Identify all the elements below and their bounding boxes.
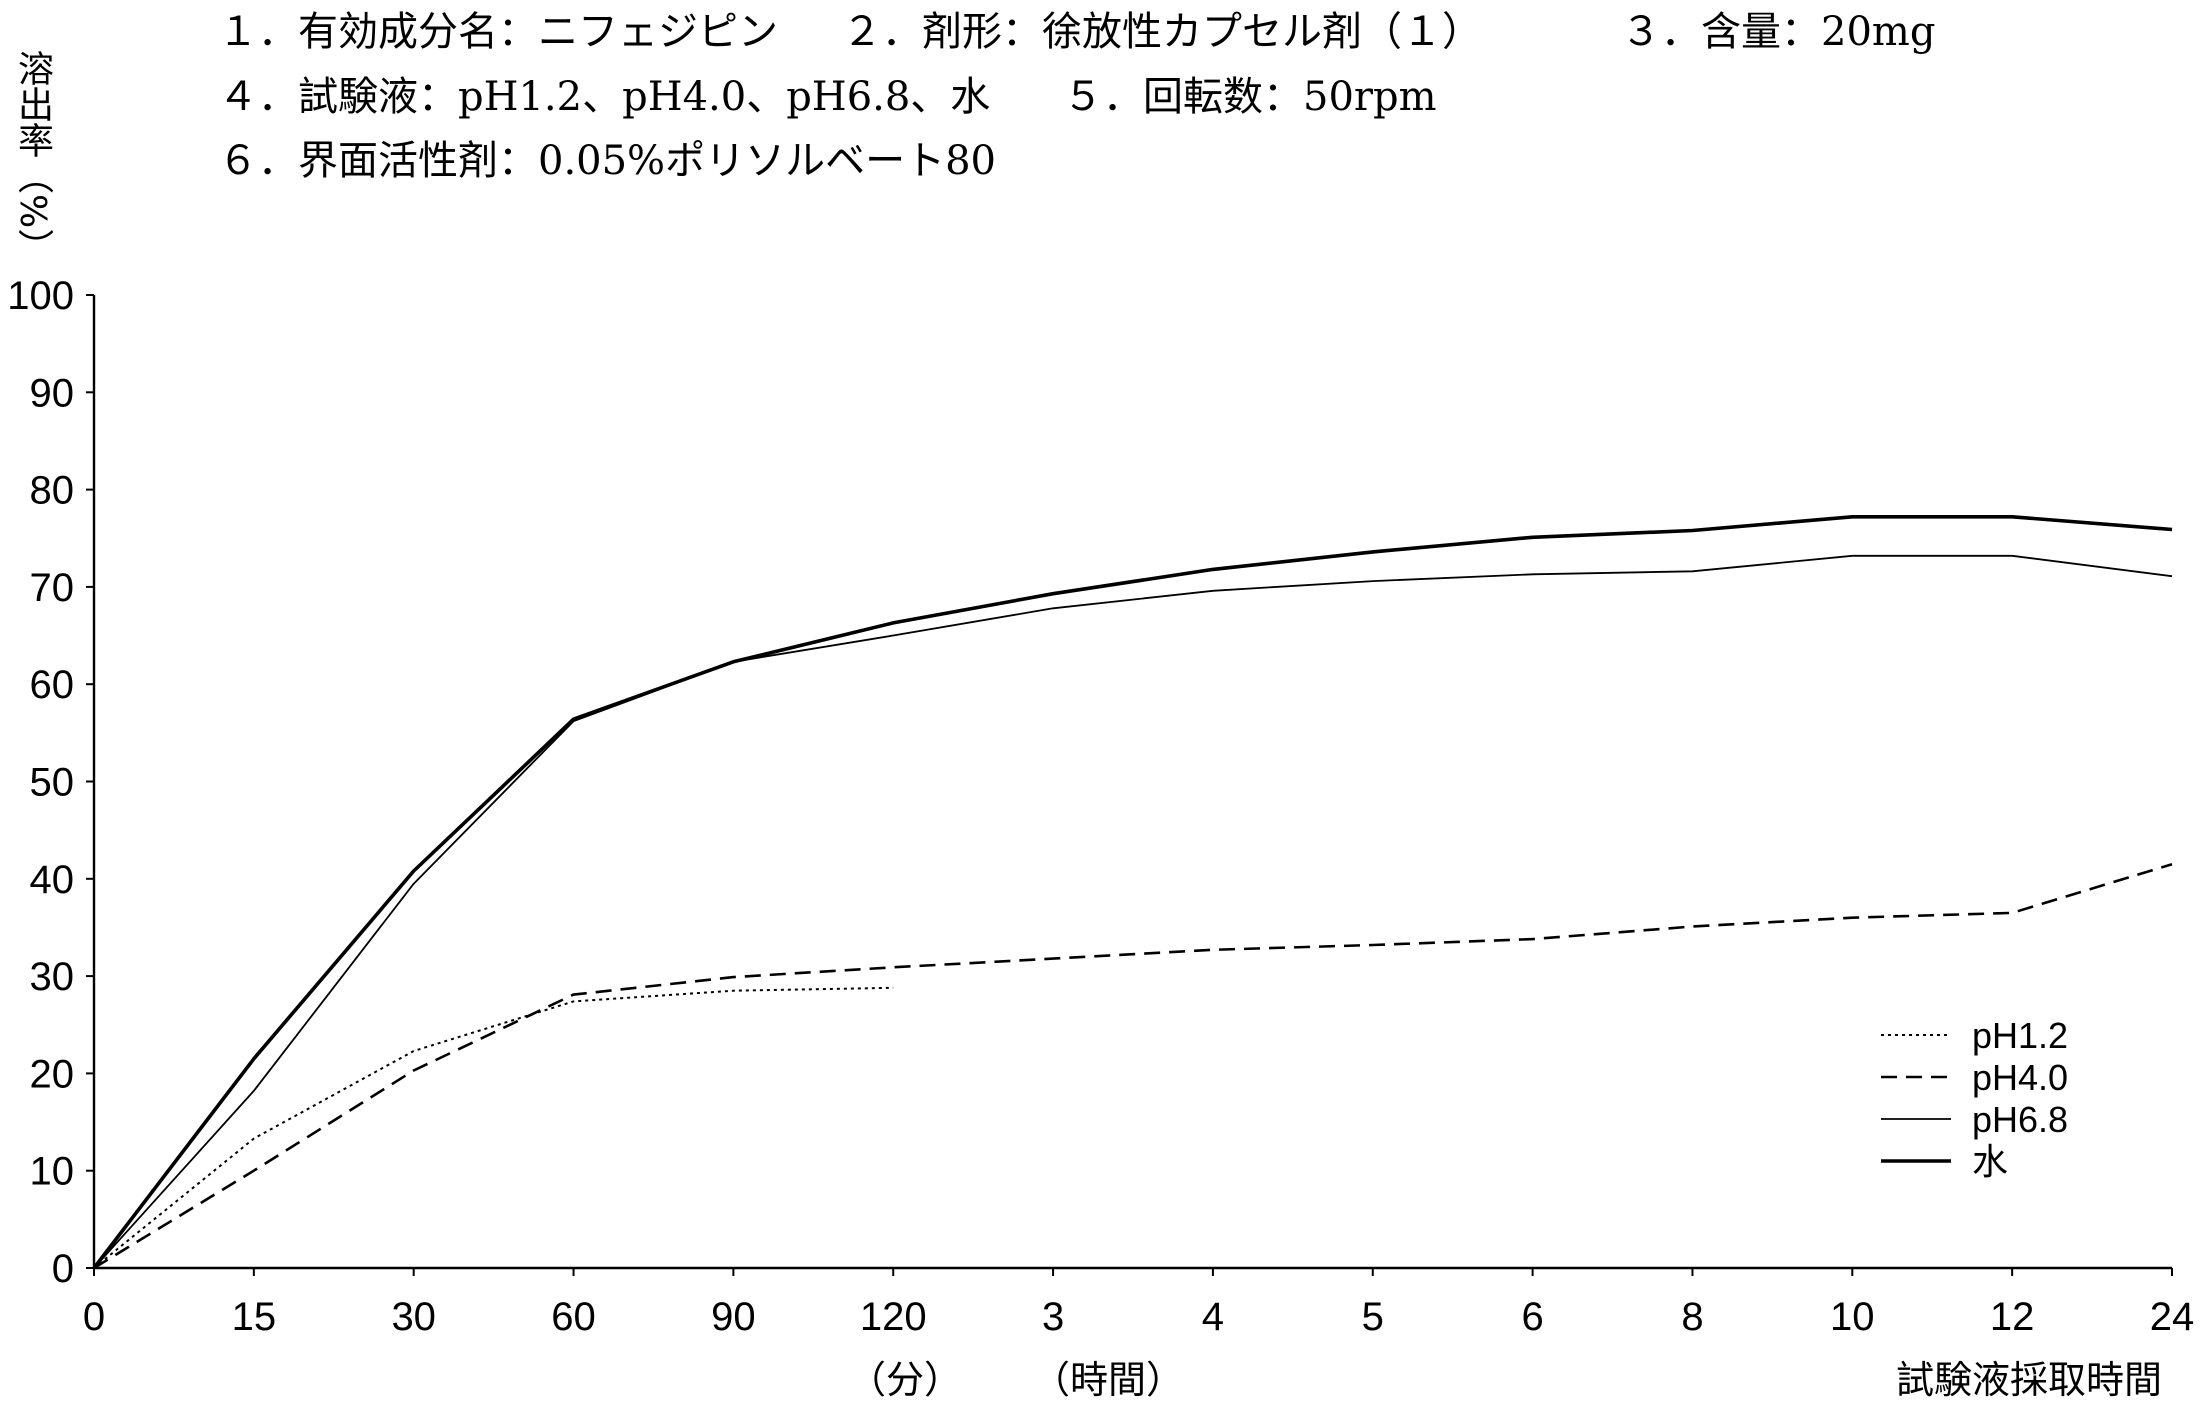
x-tick-label: 3 bbox=[1042, 1295, 1064, 1339]
chart-header: １．有効成分名：ニフェジピン ２．剤形：徐放性カプセル剤（１） ３．含量：20m… bbox=[218, 9, 1935, 184]
y-tick-label: 90 bbox=[30, 371, 75, 415]
y-tick-label: 0 bbox=[52, 1247, 74, 1291]
legend-label: pH6.8 bbox=[1972, 1099, 2068, 1140]
series-line-ph4-0 bbox=[93, 862, 2173, 1270]
x-tick-label: 8 bbox=[1681, 1295, 1703, 1339]
header-test-solution: ４．試験液：pH1.2、pH4.0、pH6.8、水 bbox=[218, 74, 990, 120]
x-tick-label: 90 bbox=[711, 1295, 756, 1339]
x-axis-label: 試験液採取時間 bbox=[1896, 1358, 2162, 1402]
series-line-water bbox=[92, 515, 2173, 1270]
header-active-ingredient: １．有効成分名：ニフェジピン bbox=[218, 9, 778, 55]
x-tick-label: 24 bbox=[2150, 1295, 2195, 1339]
y-tick-label: 80 bbox=[30, 469, 75, 513]
axes: 0 10 20 30 40 50 60 70 80 90 100 0 15 30 60 90 120 3 4 5 6 8 1… bbox=[7, 274, 2194, 1339]
header-content: ３．含量：20mg bbox=[1621, 9, 1935, 55]
x-tick-label: 10 bbox=[1830, 1295, 1875, 1339]
y-tick-label: 10 bbox=[30, 1150, 75, 1194]
y-tick-label: 50 bbox=[30, 761, 75, 805]
legend-item: pH4.0 bbox=[1881, 1057, 2068, 1098]
y-tick-label: 30 bbox=[30, 955, 75, 999]
legend-item: pH6.8 bbox=[1881, 1099, 2068, 1140]
x-tick-label: 4 bbox=[1202, 1295, 1224, 1339]
y-tick-label: 70 bbox=[30, 566, 75, 610]
series-group bbox=[92, 515, 2173, 1270]
x-tick-label: 6 bbox=[1521, 1295, 1543, 1339]
legend-label: pH4.0 bbox=[1972, 1057, 2068, 1098]
legend-item: pH1.2 bbox=[1881, 1015, 2068, 1056]
legend-item: 水 bbox=[1881, 1141, 2008, 1182]
x-tick-label: 120 bbox=[860, 1295, 927, 1339]
legend-label: pH1.2 bbox=[1972, 1015, 2068, 1056]
y-tick-label: 100 bbox=[7, 274, 74, 318]
x-tick-label: 5 bbox=[1362, 1295, 1384, 1339]
x-tick-label: 0 bbox=[83, 1295, 105, 1339]
x-tick-label: 60 bbox=[551, 1295, 596, 1339]
y-tick-label: 40 bbox=[30, 858, 75, 902]
x-unit-hours-label: （時間） bbox=[1032, 1358, 1184, 1402]
y-axis-label: 溶出率（%） bbox=[12, 50, 53, 265]
y-tick-label: 20 bbox=[30, 1052, 75, 1096]
x-tick-label: 12 bbox=[1990, 1295, 2035, 1339]
header-surfactant: ６．界面活性剤：0.05%ポリソルベート80 bbox=[218, 138, 996, 184]
legend-label: 水 bbox=[1972, 1141, 2008, 1182]
y-tick-label: 60 bbox=[30, 663, 75, 707]
header-dosage-form: ２．剤形：徐放性カプセル剤（１） bbox=[842, 9, 1482, 55]
x-tick-label: 15 bbox=[232, 1295, 277, 1339]
header-rotation-speed: ５．回転数：50rpm bbox=[1063, 74, 1437, 120]
series-line-ph6-8 bbox=[93, 554, 2173, 1269]
series-line-ph1-2 bbox=[93, 986, 894, 1269]
x-tick-label: 30 bbox=[391, 1295, 436, 1339]
x-unit-minutes-label: （分） bbox=[848, 1358, 962, 1402]
